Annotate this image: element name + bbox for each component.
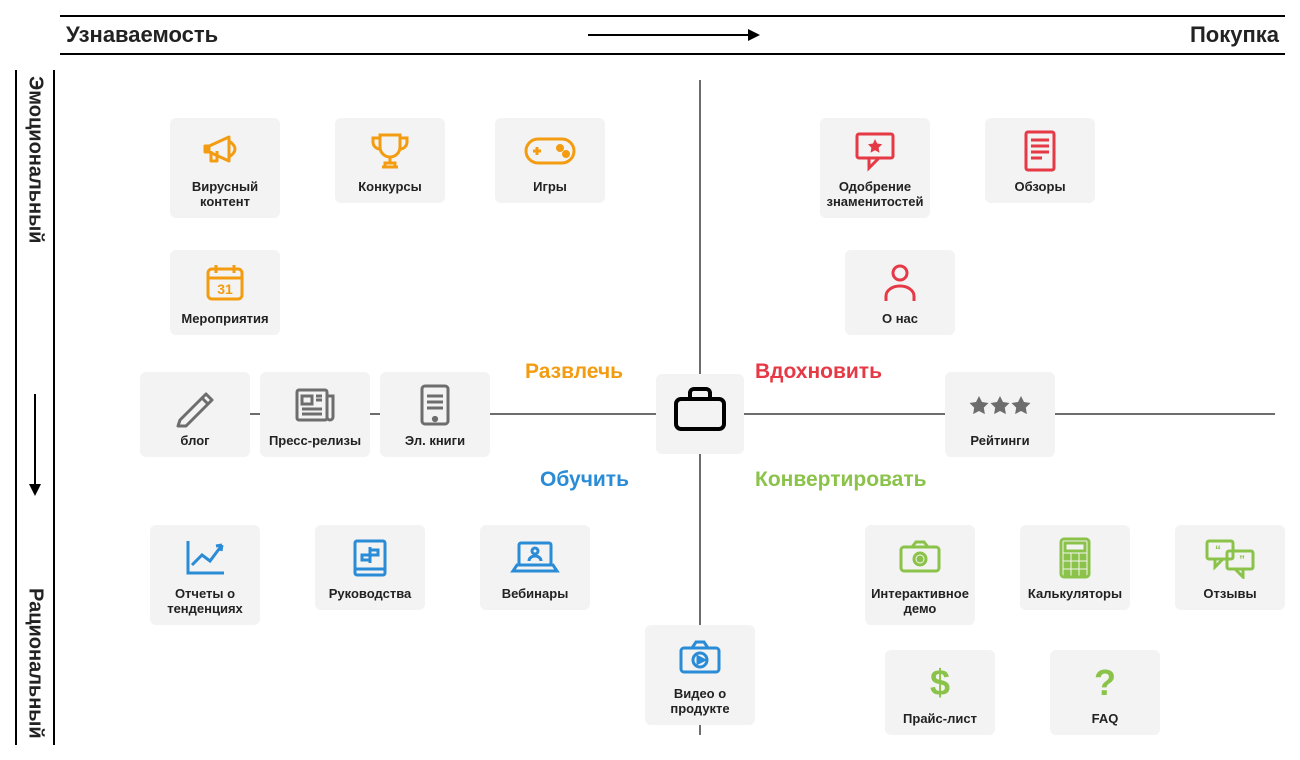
card-contests: Конкурсы bbox=[335, 118, 445, 203]
stars-icon bbox=[967, 382, 1033, 428]
card-games: Игры bbox=[495, 118, 605, 203]
card-label: Отчеты о тенденциях bbox=[154, 587, 256, 617]
card-label: блог bbox=[180, 434, 209, 449]
card-label: Игры bbox=[533, 180, 567, 195]
trophy-icon bbox=[368, 128, 412, 174]
card-label: Прайс-лист bbox=[903, 712, 977, 727]
arrow-right-icon bbox=[588, 34, 758, 36]
quadrant-label-entertain: Развлечь bbox=[525, 360, 623, 384]
svg-text:“: “ bbox=[1215, 543, 1221, 557]
person-icon bbox=[880, 260, 920, 306]
calendar-icon: 31 bbox=[203, 260, 247, 306]
svg-text:”: ” bbox=[1239, 553, 1245, 567]
axis-top-label: Эмоциональный bbox=[24, 76, 47, 243]
camera-play-icon bbox=[676, 635, 724, 681]
card-label: Конкурсы bbox=[358, 180, 422, 195]
card-guides: Руководства bbox=[315, 525, 425, 610]
card-price: $ Прайс-лист bbox=[885, 650, 995, 735]
card-label: Рейтинги bbox=[970, 434, 1029, 449]
card-events: 31 Мероприятия bbox=[170, 250, 280, 335]
star-comment-icon bbox=[851, 128, 899, 174]
card-viral: Вирусный контент bbox=[170, 118, 280, 218]
quadrant-label-inspire: Вдохновить bbox=[755, 360, 882, 384]
card-label: FAQ bbox=[1092, 712, 1119, 727]
doc-lines-icon bbox=[1020, 128, 1060, 174]
center-briefcase bbox=[656, 374, 744, 454]
calculator-icon bbox=[1056, 535, 1094, 581]
card-calc: Калькуляторы bbox=[1020, 525, 1130, 610]
card-ebooks: Эл. книги bbox=[380, 372, 490, 457]
card-label: Эл. книги bbox=[405, 434, 465, 449]
gamepad-icon bbox=[522, 128, 578, 174]
card-about: О нас bbox=[845, 250, 955, 335]
card-video: Видео о продукте bbox=[645, 625, 755, 725]
card-faq: ? FAQ bbox=[1050, 650, 1160, 735]
arrow-down-icon bbox=[34, 394, 36, 494]
question-icon: ? bbox=[1090, 660, 1120, 706]
camera-icon bbox=[896, 535, 944, 581]
dollar-icon: $ bbox=[925, 660, 955, 706]
quadrant-label-educate: Обучить bbox=[540, 468, 629, 492]
card-label: Пресс-релизы bbox=[269, 434, 361, 449]
card-label: Вирусный контент bbox=[174, 180, 276, 210]
book-sign-icon bbox=[349, 535, 391, 581]
briefcase-icon bbox=[670, 386, 730, 432]
svg-text:31: 31 bbox=[217, 281, 233, 297]
chart-icon bbox=[182, 535, 228, 581]
newspaper-icon bbox=[292, 382, 338, 428]
card-label: Калькуляторы bbox=[1028, 587, 1122, 602]
quadrant-label-convert: Конвертировать bbox=[755, 468, 927, 492]
svg-text:$: $ bbox=[930, 662, 950, 703]
tablet-icon bbox=[417, 382, 453, 428]
card-press: Пресс-релизы bbox=[260, 372, 370, 457]
matrix-plot: РазвлечьВдохновитьОбучитьКонвертировать … bbox=[75, 70, 1285, 745]
pencil-icon bbox=[172, 382, 218, 428]
card-testimonials: “” Отзывы bbox=[1175, 525, 1285, 610]
card-ratings: Рейтинги bbox=[945, 372, 1055, 457]
axis-left-label: Узнаваемость bbox=[66, 22, 218, 48]
laptop-user-icon bbox=[509, 535, 561, 581]
megaphone-icon bbox=[201, 128, 249, 174]
card-label: Интерактивное демо bbox=[869, 587, 971, 617]
card-label: Мероприятия bbox=[181, 312, 268, 327]
card-blog: блог bbox=[140, 372, 250, 457]
top-axis: Узнаваемость Покупка bbox=[60, 15, 1285, 55]
card-trends: Отчеты о тенденциях bbox=[150, 525, 260, 625]
card-label: Видео о продукте bbox=[649, 687, 751, 717]
svg-text:?: ? bbox=[1094, 662, 1116, 703]
card-demo: Интерактивное демо bbox=[865, 525, 975, 625]
card-label: О нас bbox=[882, 312, 918, 327]
card-celeb: Одобрение знаменитостей bbox=[820, 118, 930, 218]
card-webinars: Вебинары bbox=[480, 525, 590, 610]
left-axis: Эмоциональный Рациональный bbox=[15, 70, 55, 745]
axis-bottom-label: Рациональный bbox=[24, 588, 47, 739]
card-label: Обзоры bbox=[1014, 180, 1065, 195]
card-label: Вебинары bbox=[502, 587, 569, 602]
card-label: Руководства bbox=[329, 587, 412, 602]
axis-right-label: Покупка bbox=[1190, 22, 1279, 48]
card-label: Отзывы bbox=[1203, 587, 1256, 602]
card-label: Одобрение знаменитостей bbox=[824, 180, 926, 210]
card-reviews: Обзоры bbox=[985, 118, 1095, 203]
quotes-icon: “” bbox=[1203, 535, 1257, 581]
